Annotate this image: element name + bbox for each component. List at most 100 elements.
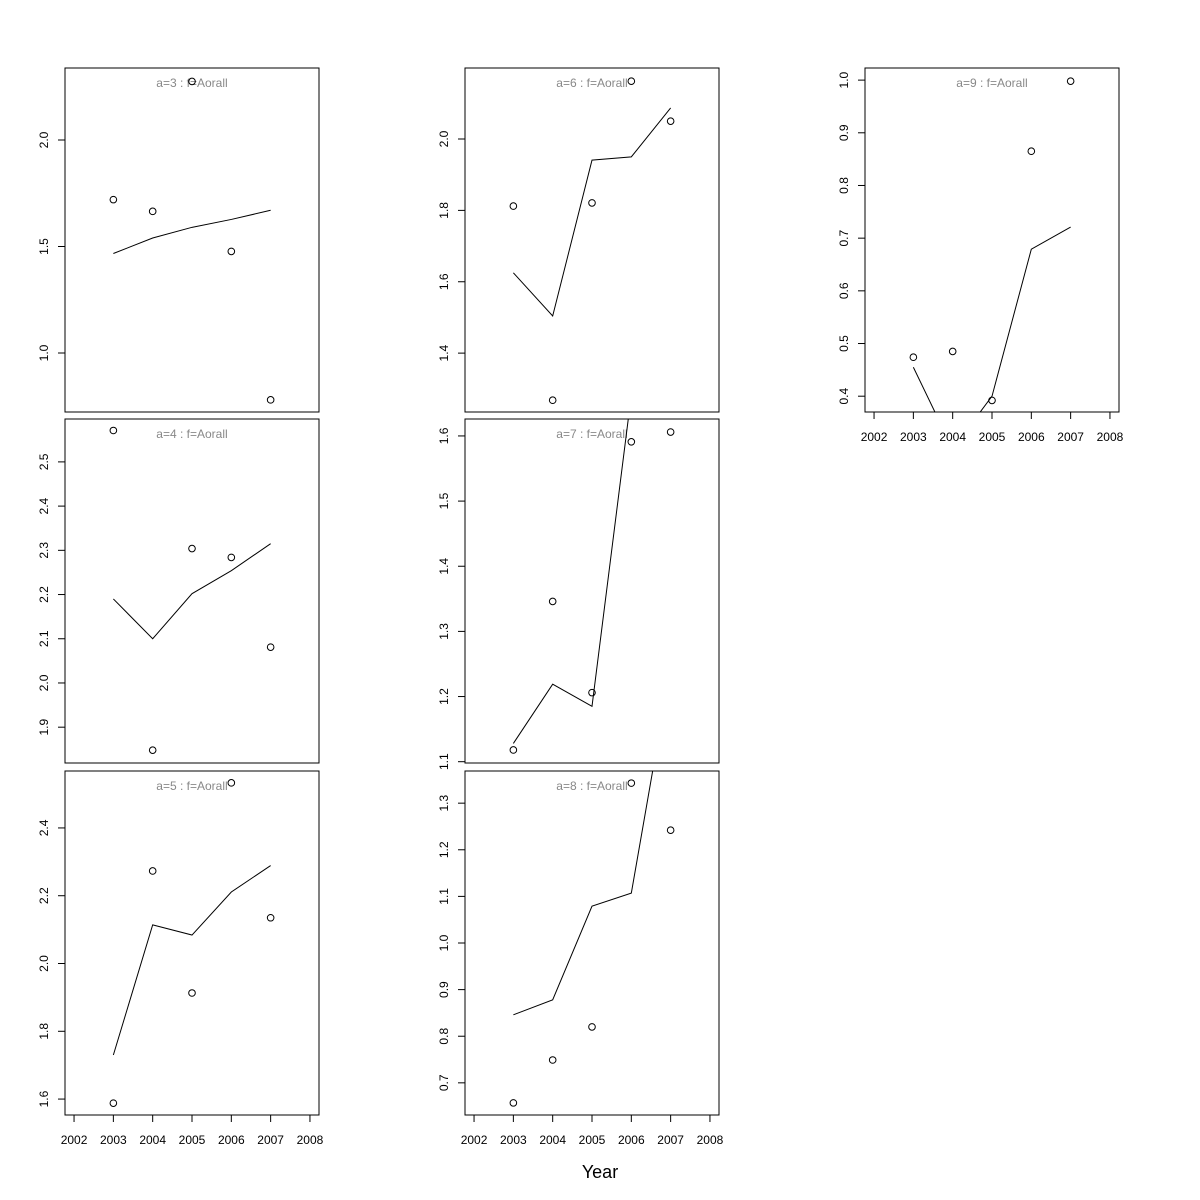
y-tick-label: 2.0 <box>37 131 51 148</box>
plot-area <box>512 419 629 744</box>
y-tick-label: 1.2 <box>437 841 451 858</box>
x-tick-label: 2004 <box>939 430 966 444</box>
y-tick-label: 0.9 <box>837 124 851 141</box>
y-tick-label: 1.8 <box>437 202 451 219</box>
x-tick-label: 2003 <box>500 1133 527 1147</box>
x-tick-label: 2004 <box>539 1133 566 1147</box>
y-tick-label: 1.3 <box>437 794 451 811</box>
x-tick-label: 2003 <box>900 430 927 444</box>
x-tick-label: 2007 <box>257 1133 284 1147</box>
point <box>188 989 196 997</box>
point <box>988 396 996 405</box>
panel-title: a=5 : f=Aorall <box>156 779 227 793</box>
x-tick-label: 2008 <box>697 1133 724 1147</box>
y-tick-label: 1.6 <box>37 1090 51 1107</box>
y-tick-label: 2.3 <box>37 542 51 559</box>
point <box>588 688 596 697</box>
y-tick-label: 1.8 <box>37 1023 51 1040</box>
panel-title: a=6 : f=Aorall <box>556 76 627 90</box>
panel-title: a=3 : f=Aorall <box>156 76 227 90</box>
point <box>227 553 236 562</box>
line <box>113 543 271 640</box>
point <box>509 746 518 754</box>
panel-frame <box>464 418 720 764</box>
panel-title: a=4 : f=Aorall <box>156 427 227 441</box>
panel-frame <box>64 67 320 413</box>
point <box>266 913 275 922</box>
point <box>1027 147 1036 156</box>
panel-title: a=9 : f=Aorall <box>956 76 1027 90</box>
y-tick-label: 1.6 <box>437 273 451 290</box>
point <box>509 202 518 210</box>
y-tick-label: 2.4 <box>37 497 51 514</box>
panel-frame <box>64 770 320 1116</box>
plot-area <box>912 226 1071 412</box>
line <box>513 771 654 1016</box>
point <box>109 195 118 204</box>
x-tick-label: 2002 <box>61 1133 88 1147</box>
line <box>113 209 271 254</box>
point <box>266 643 275 651</box>
point <box>509 1099 518 1107</box>
point <box>666 117 675 125</box>
y-tick-label: 1.5 <box>437 492 451 509</box>
y-tick-label: 1.4 <box>437 344 451 361</box>
y-tick-label: 1.9 <box>37 719 51 736</box>
panel: a=3 : f=Aorall 1.0 1.5 2.0 <box>37 67 320 413</box>
point <box>666 826 675 834</box>
panel: a=4 : f=Aorall 1.9 2.0 2.1 2.2 2.3 2.4 2.5 <box>37 418 320 764</box>
y-tick-label: 1.0 <box>37 344 51 361</box>
x-tick-label: 2006 <box>1018 430 1045 444</box>
y-tick-label: 0.7 <box>437 1074 451 1091</box>
point <box>548 396 557 405</box>
x-tick-label: 2005 <box>579 1133 606 1147</box>
line <box>512 107 672 318</box>
y-tick-label: 2.5 <box>37 453 51 470</box>
x-tick-label: 2007 <box>1057 430 1084 444</box>
y-tick-label: 0.4 <box>837 388 851 405</box>
y-tick-label: 2.2 <box>37 887 51 904</box>
point <box>588 1023 596 1031</box>
y-tick-label: 0.8 <box>437 1028 451 1045</box>
x-tick-label: 2002 <box>461 1133 488 1147</box>
x-tick-label: 2005 <box>179 1133 206 1147</box>
y-tick-label: 1.3 <box>437 623 451 640</box>
y-tick-label: 1.4 <box>437 558 451 575</box>
x-tick-label: 2006 <box>618 1133 645 1147</box>
point <box>109 1099 118 1107</box>
y-tick-label: 0.6 <box>837 282 851 299</box>
x-tick-label: 2008 <box>297 1133 324 1147</box>
x-tick-label: 2003 <box>100 1133 127 1147</box>
plot-area <box>513 771 654 1016</box>
point <box>188 544 196 553</box>
plot-area <box>113 209 271 254</box>
point <box>588 199 596 207</box>
y-tick-label: 2.0 <box>37 674 51 691</box>
point <box>627 77 636 86</box>
panel-title: a=8 : f=Aorall <box>556 779 627 793</box>
point <box>666 428 675 436</box>
panel: a=7 : f=Aorall 1.1 1.2 1.3 1.4 1.5 1.6 <box>437 418 720 770</box>
panel-frame <box>464 770 720 1116</box>
point <box>548 597 557 606</box>
point <box>148 746 157 754</box>
point <box>548 1056 557 1064</box>
point <box>627 438 636 446</box>
y-tick-label: 2.2 <box>37 586 51 603</box>
line <box>912 226 1071 412</box>
panel-title: a=7 : f=Aorall <box>556 427 627 441</box>
panel-frame <box>864 67 1120 413</box>
y-tick-label: 1.1 <box>437 753 451 770</box>
panel: a=9 : f=Aorall 0.4 0.5 0.6 0.7 0.8 0.9 1.0 2002 2… <box>837 67 1124 444</box>
y-tick-label: 1.0 <box>437 934 451 951</box>
x-tick-label: 2005 <box>979 430 1006 444</box>
x-axis-label: Year <box>582 1162 618 1182</box>
y-tick-label: 0.7 <box>837 229 851 246</box>
point <box>109 426 118 435</box>
point <box>227 247 236 256</box>
plot-area <box>512 107 672 318</box>
point <box>227 779 236 787</box>
y-tick-label: 1.5 <box>37 238 51 255</box>
point <box>909 353 918 362</box>
